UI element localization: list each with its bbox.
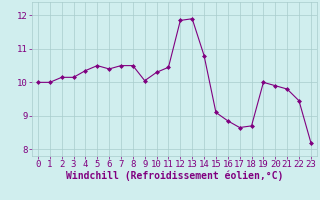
X-axis label: Windchill (Refroidissement éolien,°C): Windchill (Refroidissement éolien,°C) (66, 171, 283, 181)
